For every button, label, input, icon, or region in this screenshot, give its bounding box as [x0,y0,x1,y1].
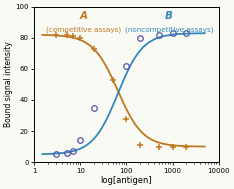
Text: (noncompetitive assays): (noncompetitive assays) [124,27,213,33]
Text: B: B [165,11,173,21]
Text: A: A [80,11,88,21]
Text: (competitive assays): (competitive assays) [47,27,122,33]
Y-axis label: Bound signal intensity: Bound signal intensity [4,42,13,127]
X-axis label: log[antigen]: log[antigen] [101,176,152,185]
